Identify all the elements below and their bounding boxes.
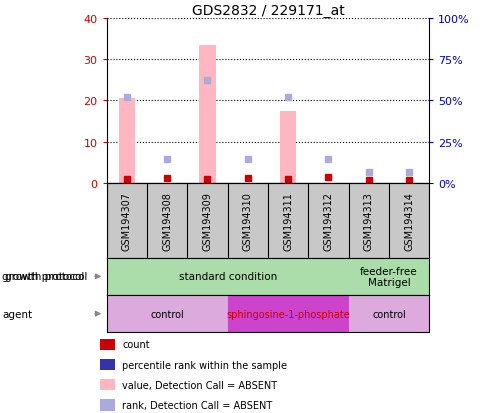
Bar	[348, 258, 428, 295]
Text: GSM194314: GSM194314	[403, 192, 413, 250]
Text: growth protocol: growth protocol	[5, 272, 87, 282]
Text: value, Detection Call = ABSENT: value, Detection Call = ABSENT	[122, 380, 277, 390]
Bar	[279, 112, 296, 184]
Text: control: control	[150, 309, 183, 319]
Text: agent: agent	[2, 309, 32, 319]
Text: GSM194312: GSM194312	[323, 192, 333, 250]
Title: GDS2832 / 229171_at: GDS2832 / 229171_at	[191, 4, 344, 18]
Text: feeder-free
Matrigel: feeder-free Matrigel	[359, 266, 417, 287]
Text: percentile rank within the sample: percentile rank within the sample	[122, 360, 287, 370]
Text: GSM194310: GSM194310	[242, 192, 252, 250]
Text: count: count	[122, 339, 150, 349]
Bar	[100, 399, 115, 411]
Bar	[119, 99, 135, 184]
Bar	[106, 258, 348, 295]
Bar	[199, 45, 215, 184]
Text: GSM194311: GSM194311	[283, 192, 292, 250]
Text: standard condition: standard condition	[178, 272, 276, 282]
Text: GSM194308: GSM194308	[162, 192, 172, 250]
Bar	[106, 295, 227, 332]
Text: rank, Detection Call = ABSENT: rank, Detection Call = ABSENT	[122, 400, 272, 410]
Text: control: control	[371, 309, 405, 319]
Bar	[227, 295, 348, 332]
Text: GSM194309: GSM194309	[202, 192, 212, 250]
Bar	[100, 379, 115, 390]
Bar	[100, 339, 115, 350]
Text: GSM194307: GSM194307	[121, 192, 132, 250]
Text: sphingosine-1-phosphate: sphingosine-1-phosphate	[226, 309, 349, 319]
Bar	[348, 295, 428, 332]
Text: growth protocol: growth protocol	[2, 272, 85, 282]
Bar	[100, 359, 115, 370]
Text: GSM194313: GSM194313	[363, 192, 373, 250]
